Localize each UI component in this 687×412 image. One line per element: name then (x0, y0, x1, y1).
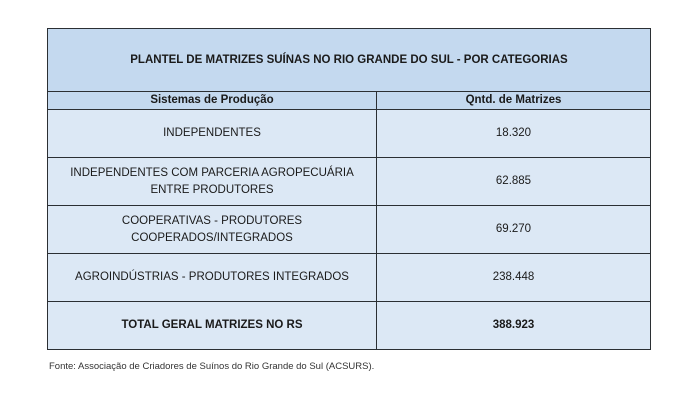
table-row: COOPERATIVAS - PRODUTORES COOPERADOS/INT… (48, 206, 650, 254)
table-row: AGROINDÚSTRIAS - PRODUTORES INTEGRADOS 2… (48, 254, 650, 302)
system-cell: INDEPENDENTES (48, 110, 377, 157)
count-cell: 62.885 (377, 158, 650, 205)
total-count: 388.923 (377, 302, 650, 349)
table-total-row: TOTAL GERAL MATRIZES NO RS 388.923 (48, 302, 650, 349)
source-note: Fonte: Associação de Criadores de Suínos… (49, 361, 375, 372)
total-label: TOTAL GERAL MATRIZES NO RS (48, 302, 377, 349)
count-cell: 69.270 (377, 206, 650, 253)
table-row: INDEPENDENTES 18.320 (48, 110, 650, 158)
column-header-count: Qntd. de Matrizes (377, 92, 650, 109)
count-cell: 238.448 (377, 254, 650, 301)
count-cell: 18.320 (377, 110, 650, 157)
swine-sow-table: PLANTEL DE MATRIZES SUÍNAS NO RIO GRANDE… (47, 28, 651, 350)
table-header-row: Sistemas de Produção Qntd. de Matrizes (48, 92, 650, 110)
column-header-system: Sistemas de Produção (48, 92, 377, 109)
table-row: INDEPENDENTES COM PARCERIA AGROPECUÁRIA … (48, 158, 650, 206)
system-cell: INDEPENDENTES COM PARCERIA AGROPECUÁRIA … (48, 158, 377, 205)
system-cell: COOPERATIVAS - PRODUTORES COOPERADOS/INT… (48, 206, 377, 253)
table-title: PLANTEL DE MATRIZES SUÍNAS NO RIO GRANDE… (48, 29, 650, 92)
system-cell: AGROINDÚSTRIAS - PRODUTORES INTEGRADOS (48, 254, 377, 301)
